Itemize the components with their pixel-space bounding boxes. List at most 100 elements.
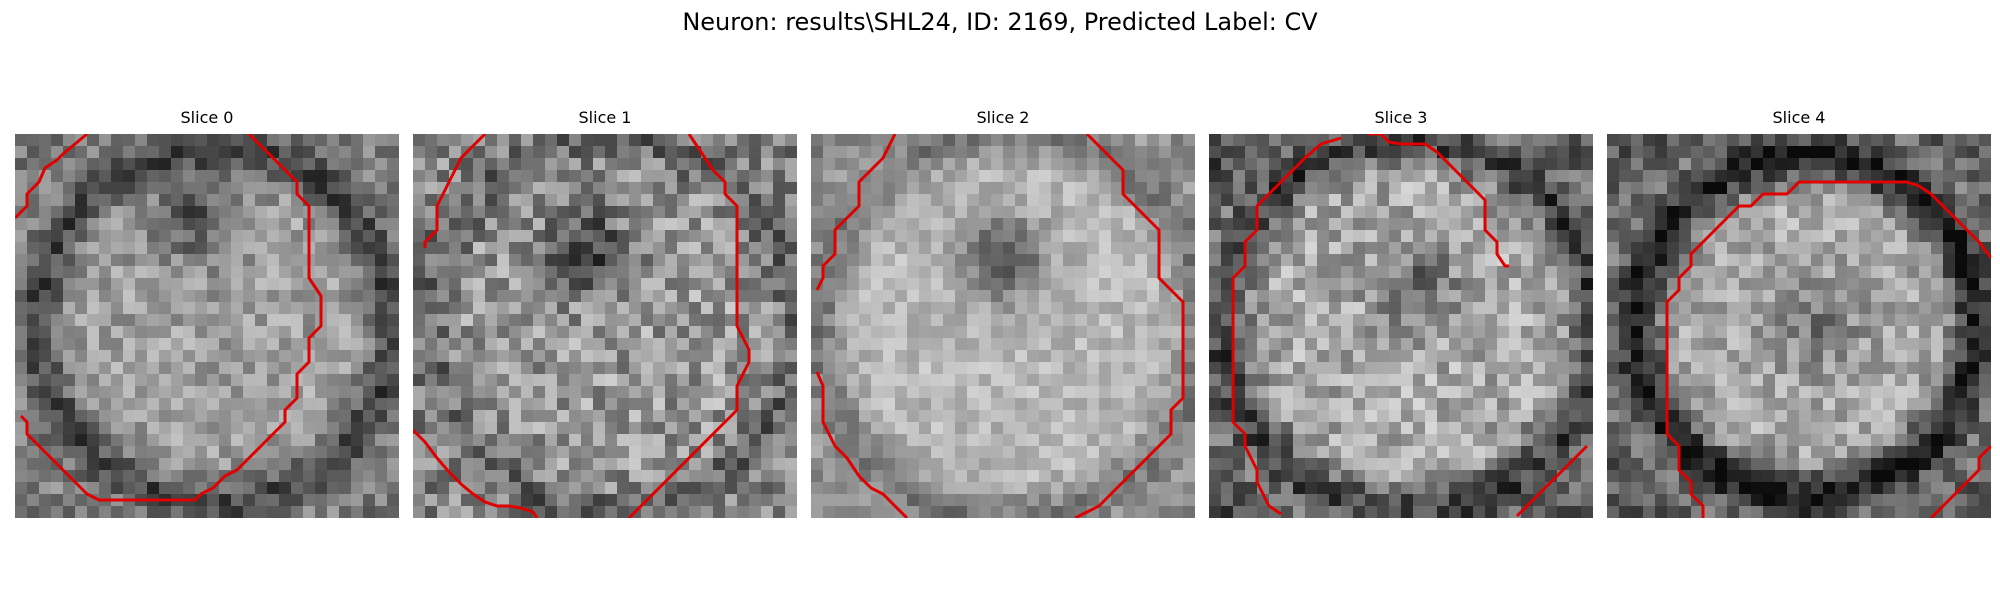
pixel: [1943, 278, 1955, 290]
pixel: [895, 134, 907, 146]
pixel: [461, 218, 473, 230]
pixel: [509, 194, 521, 206]
pixel: [1123, 242, 1135, 254]
pixel: [1907, 290, 1919, 302]
pixel: [773, 206, 785, 218]
pixel: [1823, 158, 1835, 170]
pixel: [979, 362, 991, 374]
pixel: [871, 314, 883, 326]
pixel: [1569, 266, 1581, 278]
pixel: [1751, 206, 1763, 218]
pixel: [1425, 422, 1437, 434]
pixel: [473, 242, 485, 254]
pixel: [1353, 410, 1365, 422]
pixel: [1955, 230, 1967, 242]
pixel: [1509, 218, 1521, 230]
pixel: [641, 302, 653, 314]
pixel: [375, 434, 387, 446]
pixel: [1607, 338, 1619, 350]
pixel: [243, 170, 255, 182]
pixel: [1751, 266, 1763, 278]
pixel: [1221, 434, 1233, 446]
pixel: [1763, 266, 1775, 278]
pixel: [581, 386, 593, 398]
pixel: [473, 386, 485, 398]
pixel: [1655, 134, 1667, 146]
pixel: [1751, 446, 1763, 458]
pixel: [1221, 134, 1233, 146]
pixel: [1533, 182, 1545, 194]
pixel: [785, 182, 797, 194]
pixel: [291, 146, 303, 158]
pixel: [1413, 278, 1425, 290]
pixel: [1281, 266, 1293, 278]
pixel: [425, 374, 437, 386]
pixel: [1557, 206, 1569, 218]
pixel: [183, 170, 195, 182]
pixel: [1377, 230, 1389, 242]
pixel: [1799, 182, 1811, 194]
pixel: [1521, 182, 1533, 194]
pixel: [1727, 254, 1739, 266]
pixel: [363, 482, 375, 494]
pixel: [823, 326, 835, 338]
pixel: [123, 230, 135, 242]
pixel: [509, 338, 521, 350]
pixel: [387, 506, 399, 518]
pixel: [871, 290, 883, 302]
pixel: [171, 446, 183, 458]
pixel: [689, 362, 701, 374]
pixel: [1955, 290, 1967, 302]
pixel: [1075, 290, 1087, 302]
pixel: [1159, 338, 1171, 350]
pixel: [87, 470, 99, 482]
pixel: [111, 458, 123, 470]
pixel: [231, 278, 243, 290]
pixel: [1607, 242, 1619, 254]
pixel: [1317, 206, 1329, 218]
pixel: [1545, 494, 1557, 506]
pixel: [171, 410, 183, 422]
pixel: [1317, 458, 1329, 470]
pixel: [689, 314, 701, 326]
pixel: [1317, 314, 1329, 326]
pixel: [1655, 230, 1667, 242]
pixel: [327, 146, 339, 158]
pixel: [1569, 218, 1581, 230]
pixel: [1895, 350, 1907, 362]
pixel: [1245, 206, 1257, 218]
pixel: [243, 410, 255, 422]
pixel: [1087, 386, 1099, 398]
pixel: [413, 374, 425, 386]
pixel: [1485, 170, 1497, 182]
pixel: [689, 182, 701, 194]
pixel: [629, 494, 641, 506]
pixel: [123, 386, 135, 398]
pixel: [1087, 362, 1099, 374]
pixel: [1643, 434, 1655, 446]
pixel: [449, 278, 461, 290]
pixel: [339, 302, 351, 314]
pixel: [449, 242, 461, 254]
pixel: [1123, 326, 1135, 338]
pixel: [677, 194, 689, 206]
pixel: [1425, 302, 1437, 314]
pixel: [1075, 410, 1087, 422]
pixel: [1643, 314, 1655, 326]
pixel: [629, 290, 641, 302]
pixel: [1509, 410, 1521, 422]
pixel: [1619, 230, 1631, 242]
pixel: [1341, 482, 1353, 494]
pixel: [99, 386, 111, 398]
pixel: [387, 350, 399, 362]
pixel: [1751, 314, 1763, 326]
pixel: [1679, 374, 1691, 386]
pixel: [51, 410, 63, 422]
pixel: [207, 374, 219, 386]
pixel: [1159, 266, 1171, 278]
pixel: [1063, 386, 1075, 398]
pixel: [51, 266, 63, 278]
pixel: [1425, 134, 1437, 146]
pixel: [1437, 422, 1449, 434]
pixel: [1847, 362, 1859, 374]
